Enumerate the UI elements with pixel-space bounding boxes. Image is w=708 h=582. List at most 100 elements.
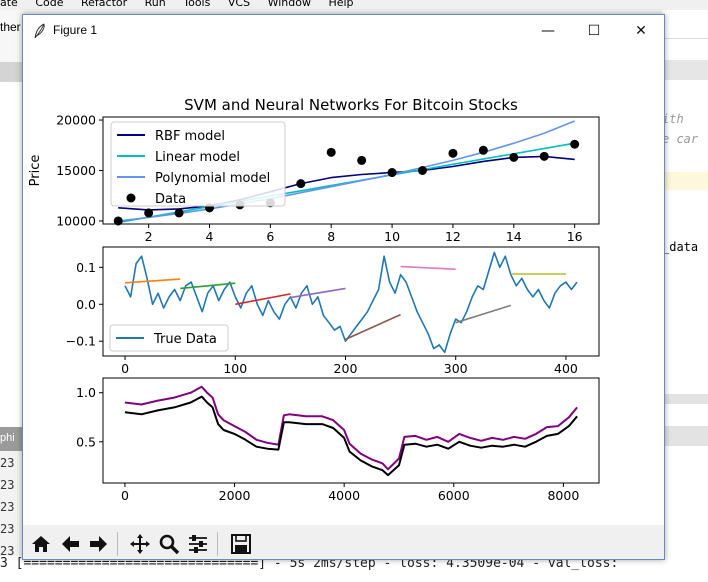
x-tick-label: 8 xyxy=(327,229,335,244)
menu-item-run[interactable]: Run xyxy=(144,0,166,9)
x-tick-label: 8000 xyxy=(547,488,579,503)
y-axis-label: Price xyxy=(28,155,43,187)
console-gutter-line: 23 xyxy=(0,522,15,536)
x-tick-label: 200 xyxy=(334,361,358,376)
y-tick-label: 0.0 xyxy=(76,297,96,312)
data-point xyxy=(296,179,306,189)
chart-title: SVM and Neural Networks For Bitcoin Stoc… xyxy=(184,96,518,114)
y-tick-label: 20000 xyxy=(56,113,96,128)
ide-project-tab[interactable]: ther xyxy=(0,20,21,34)
console-gutter-line: 23 xyxy=(0,500,15,514)
series-line xyxy=(345,313,401,341)
ide-console-gutter: 23 23 23 23 23 xyxy=(0,452,24,562)
data-point xyxy=(144,208,154,218)
legend-marker xyxy=(126,193,136,203)
data-point xyxy=(509,152,519,162)
series-line xyxy=(118,120,575,222)
x-tick-label: 100 xyxy=(223,361,247,376)
series-line xyxy=(455,304,512,324)
configure-icon[interactable] xyxy=(185,531,211,557)
console-gutter-line: 23 xyxy=(0,544,15,558)
axes-frame xyxy=(102,246,600,357)
ide-editor-right: ith e car _data xyxy=(662,10,708,570)
code-comment: ith xyxy=(662,112,684,126)
legend-label: Data xyxy=(155,192,186,207)
menu-item[interactable]: ate xyxy=(0,0,18,9)
menu-item-code[interactable]: Code xyxy=(35,0,64,9)
forward-icon[interactable] xyxy=(86,531,112,557)
chart-canvas: SVM and Neural Networks For Bitcoin Stoc… xyxy=(28,96,600,503)
data-point xyxy=(357,155,367,165)
data-point xyxy=(113,216,123,226)
x-tick-label: 2 xyxy=(145,229,153,244)
legend-label: True Data xyxy=(153,332,217,347)
maximize-button[interactable]: ☐ xyxy=(587,22,601,39)
series-line xyxy=(180,282,236,290)
series-line xyxy=(400,265,456,270)
series-line xyxy=(290,287,346,299)
navigation-toolbar xyxy=(23,525,664,559)
window-titlebar[interactable]: Figure 1 — ☐ ✕ xyxy=(23,15,664,46)
series-line xyxy=(118,155,575,211)
console-gutter-line: 23 xyxy=(0,478,15,492)
x-tick-label: 0 xyxy=(121,361,129,376)
x-tick-label: 0 xyxy=(121,488,129,503)
series-line xyxy=(124,385,578,471)
console-gutter-line: 23 xyxy=(0,456,15,470)
minimize-button[interactable]: — xyxy=(541,22,555,39)
menu-item-window[interactable]: Window xyxy=(267,0,311,9)
series-line xyxy=(235,293,291,306)
legend-box xyxy=(109,324,229,352)
x-tick-label: 4 xyxy=(206,229,214,244)
figure-window: Figure 1 — ☐ ✕ SVM and Neural Networks F… xyxy=(22,14,665,560)
series-line xyxy=(124,395,578,477)
pan-icon[interactable] xyxy=(127,531,153,557)
series-line xyxy=(124,251,578,354)
close-button[interactable]: ✕ xyxy=(635,22,647,39)
x-tick-label: 6000 xyxy=(438,488,470,503)
data-point xyxy=(326,147,336,157)
y-tick-label: −0.1 xyxy=(66,334,96,349)
back-icon[interactable] xyxy=(57,531,83,557)
figure-canvas[interactable]: SVM and Neural Networks For Bitcoin Stoc… xyxy=(23,46,664,525)
legend-label: Linear model xyxy=(155,150,240,165)
menu-item-refactor[interactable]: Refactor xyxy=(81,0,128,9)
axes-frame xyxy=(102,377,600,484)
save-icon[interactable] xyxy=(228,531,254,557)
code-text: _data xyxy=(662,240,699,254)
x-tick-label: 14 xyxy=(506,229,522,244)
data-point xyxy=(570,139,580,149)
x-tick-label: 2000 xyxy=(219,488,251,503)
data-point xyxy=(387,168,397,178)
x-tick-label: 400 xyxy=(554,361,578,376)
data-point xyxy=(539,151,549,161)
x-tick-label: 12 xyxy=(445,229,461,244)
y-tick-label: 0.1 xyxy=(76,260,96,275)
y-tick-label: 0.5 xyxy=(76,434,96,449)
legend-label: Polynomial model xyxy=(155,171,270,186)
legend-label: RBF model xyxy=(155,129,225,144)
home-icon[interactable] xyxy=(28,531,54,557)
data-point xyxy=(174,208,184,218)
menu-item-tools[interactable]: Tools xyxy=(183,0,211,9)
y-tick-label: 15000 xyxy=(56,163,96,178)
x-tick-label: 4000 xyxy=(328,488,360,503)
feather-icon xyxy=(34,23,45,39)
x-tick-label: 300 xyxy=(444,361,468,376)
menu-item-vcs[interactable]: VCS xyxy=(227,0,251,9)
x-tick-label: 16 xyxy=(567,229,583,244)
x-tick-label: 10 xyxy=(384,229,400,244)
data-point xyxy=(478,145,488,155)
zoom-icon[interactable] xyxy=(156,531,182,557)
x-tick-label: 6 xyxy=(266,229,274,244)
legend-box xyxy=(110,121,286,207)
data-point xyxy=(418,166,428,175)
y-tick-label: 10000 xyxy=(56,213,96,228)
ide-menubar: ate Code Refactor Run Tools VCS Window H… xyxy=(0,0,708,10)
menu-item-help[interactable]: Help xyxy=(328,0,354,9)
ide-run-tab[interactable]: phi xyxy=(0,432,15,444)
window-title: Figure 1 xyxy=(53,23,98,37)
y-tick-label: 1.0 xyxy=(76,385,96,400)
series-line xyxy=(124,278,181,284)
code-comment: e car xyxy=(662,132,699,146)
